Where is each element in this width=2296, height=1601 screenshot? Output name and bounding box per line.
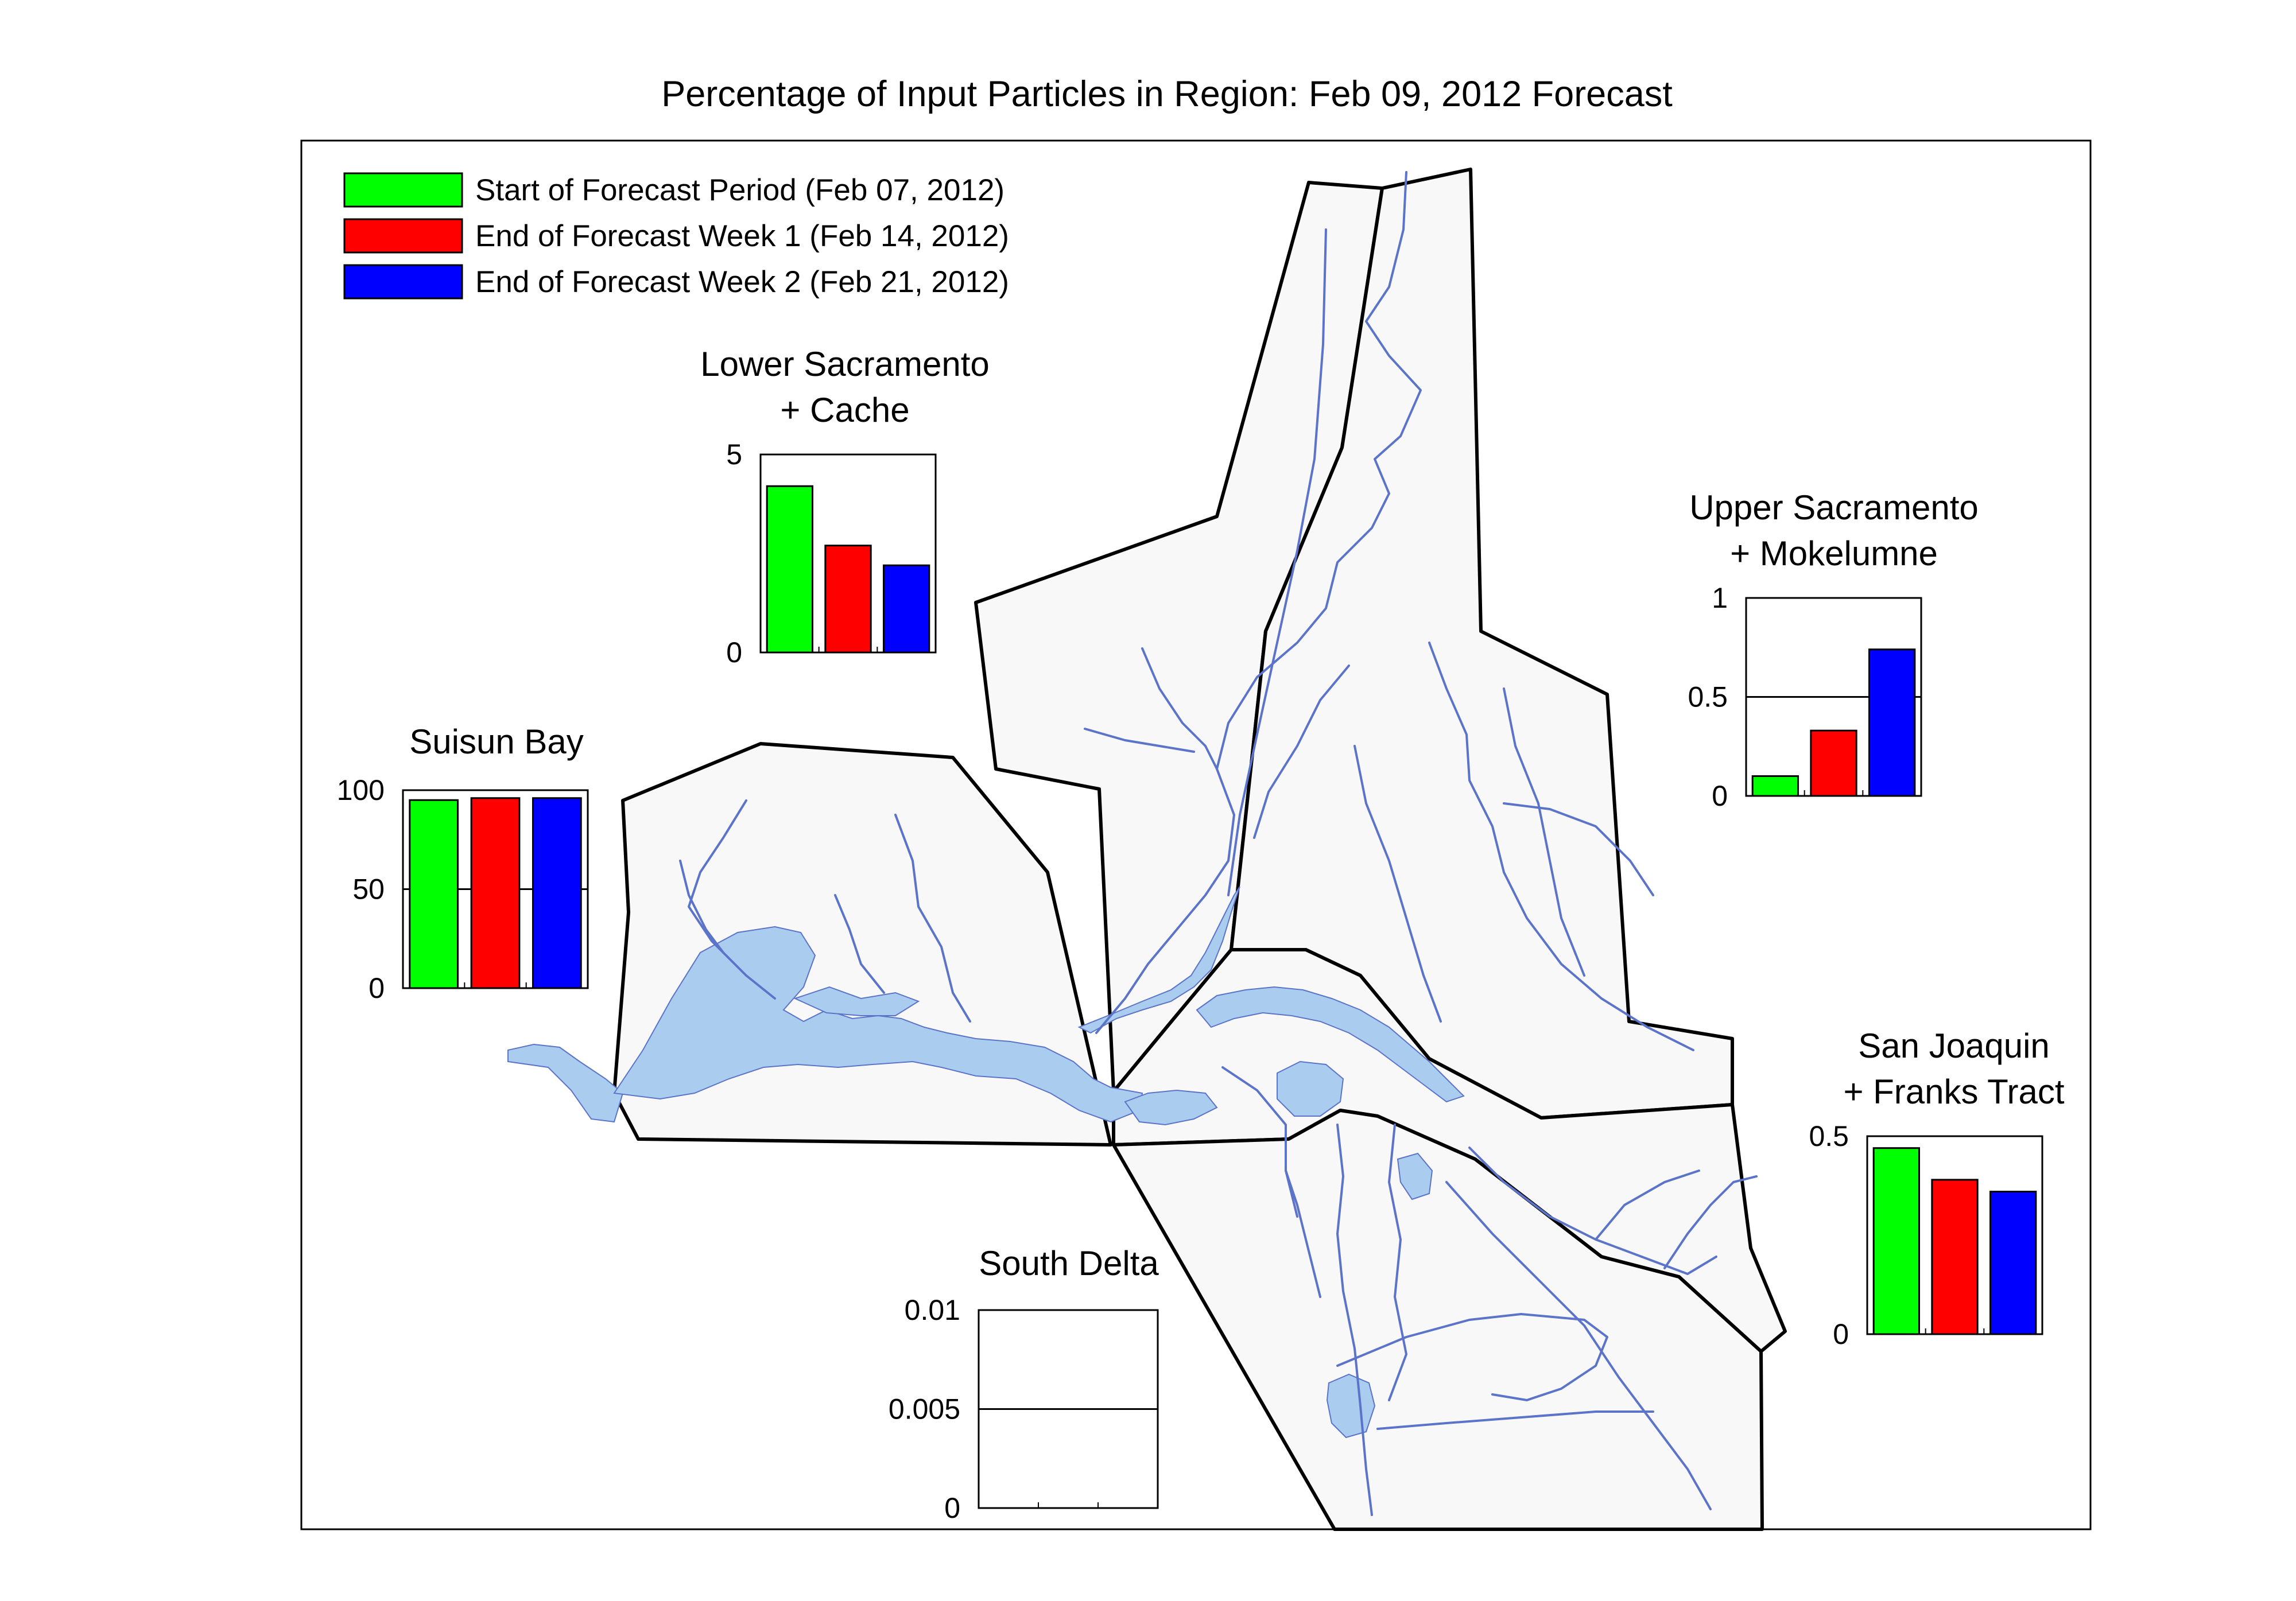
channel-old-river xyxy=(1336,1124,1373,1516)
water-western-strait xyxy=(507,1043,624,1123)
water-lower-sacramento-river xyxy=(1077,886,1240,1034)
region-south-delta xyxy=(1112,1109,1764,1531)
channel-stockton-tributary xyxy=(1663,1175,1758,1269)
chart-ytick-label: 0 xyxy=(369,972,385,1004)
chart-ytick-label: 0 xyxy=(1712,780,1728,812)
chart-bar-2 xyxy=(1810,729,1857,797)
chart-ytick-label: 5 xyxy=(726,438,742,471)
chart-bar-3 xyxy=(883,564,930,654)
delta-map xyxy=(507,168,1787,1531)
channel-middle-river xyxy=(1388,1124,1407,1401)
channel-suisun-marsh-west xyxy=(679,860,724,954)
chart-3: Suisun Bay 0 50 100 xyxy=(337,722,589,1004)
chart-bar-2 xyxy=(824,545,872,654)
chart-title-line-1: Suisun Bay xyxy=(409,722,584,761)
inset-charts: Lower Sacramento + Cache 0 5 Upper Sacrament… xyxy=(337,345,2065,1524)
channel-mokelumne-south xyxy=(1503,687,1585,977)
channel-grant-line xyxy=(1376,1410,1654,1430)
chart-1: Lower Sacramento + Cache 0 5 xyxy=(700,345,990,669)
chart-title-line-1: Upper Sacramento xyxy=(1689,488,1979,527)
chart-2: Upper Sacramento + Mokelumne 0 0.5 1 xyxy=(1688,488,1978,812)
chart-ytick-label: 0 xyxy=(944,1492,960,1524)
chart-title-line-2: + Franks Tract xyxy=(1843,1072,2064,1111)
channel-cache-slough xyxy=(1141,647,1218,770)
legend: Start of Forecast Period (Feb 07, 2012) E… xyxy=(343,172,1009,300)
chart-bar-2 xyxy=(1931,1179,1979,1335)
channel-rock-slough xyxy=(1285,1169,1321,1298)
channel-sj-loop xyxy=(1491,1313,1608,1401)
channel-suisun-slough xyxy=(894,814,971,1023)
legend-swatch-1 xyxy=(343,172,463,208)
chart-title-line-2: + Cache xyxy=(780,391,909,429)
chart-title-line-1: South Delta xyxy=(979,1244,1159,1283)
chart-bar-1 xyxy=(1872,1147,1920,1335)
channel-suisun-marsh-east xyxy=(834,894,885,994)
water-central-delta-channel xyxy=(1196,986,1465,1103)
chart-bar-2 xyxy=(470,797,521,989)
chart-ytick-label: 1 xyxy=(1712,582,1728,614)
channel-cosumnes xyxy=(1503,802,1654,896)
chart-bar-1 xyxy=(1751,775,1799,797)
water-south-slough xyxy=(1397,1152,1433,1200)
chart-4: San Joaquin + Franks Tract 0 0.5 xyxy=(1809,1027,2064,1350)
chart-ytick-label: 0.005 xyxy=(889,1393,960,1425)
river-channels xyxy=(679,171,1758,1516)
chart-ytick-label: 0 xyxy=(1833,1318,1849,1350)
legend-label-2: End of Forecast Week 1 (Feb 14, 2012) xyxy=(475,219,1009,253)
legend-swatch-2 xyxy=(343,218,463,254)
channel-sacramento-deep-water xyxy=(1227,228,1327,896)
water-franks-tract xyxy=(1277,1060,1344,1117)
channel-miner-slough xyxy=(1253,665,1350,839)
channel-montezuma-slough xyxy=(688,799,776,1000)
chart-bar-3 xyxy=(1868,648,1916,797)
chart-5: South Delta 0 0.005 0.01 xyxy=(889,1244,1159,1524)
water-grizzly-bay xyxy=(793,986,920,1016)
channel-dutch-slough xyxy=(1221,1066,1298,1218)
chart-bar-3 xyxy=(1989,1191,2037,1335)
chart-title-line-1: San Joaquin xyxy=(1858,1027,2050,1065)
chart-ytick-label: 0 xyxy=(726,636,742,669)
chart-bar-3 xyxy=(532,797,582,989)
chart-bar-1 xyxy=(766,485,813,654)
chart-ytick-label: 0.5 xyxy=(1809,1120,1849,1152)
chart-ytick-label: 0.01 xyxy=(905,1294,960,1326)
water-sherman-lake xyxy=(1124,1089,1218,1126)
chart-ytick-label: 50 xyxy=(352,873,385,906)
channel-calaveras xyxy=(1595,1169,1700,1241)
chart-ytick-label: 100 xyxy=(337,774,385,806)
chart-ytick-label: 0.5 xyxy=(1688,681,1728,713)
figure-title: Percentage of Input Particles in Region:… xyxy=(661,74,1673,114)
channel-mokelumne-north xyxy=(1428,642,1694,1051)
legend-label-3: End of Forecast Week 2 (Feb 21, 2012) xyxy=(475,265,1009,299)
channel-sacramento-main xyxy=(1095,171,1422,1034)
channel-georgiana-slough xyxy=(1353,745,1442,1023)
channel-lindsey-slough xyxy=(1084,728,1195,753)
chart-bar-1 xyxy=(409,799,459,989)
legend-label-1: Start of Forecast Period (Feb 07, 2012) xyxy=(475,173,1004,207)
channel-victoria-canal xyxy=(1336,1313,1522,1367)
legend-swatch-3 xyxy=(343,264,463,300)
chart-title-line-1: Lower Sacramento xyxy=(700,345,990,383)
chart-title-line-2: + Mokelumne xyxy=(1730,534,1938,573)
